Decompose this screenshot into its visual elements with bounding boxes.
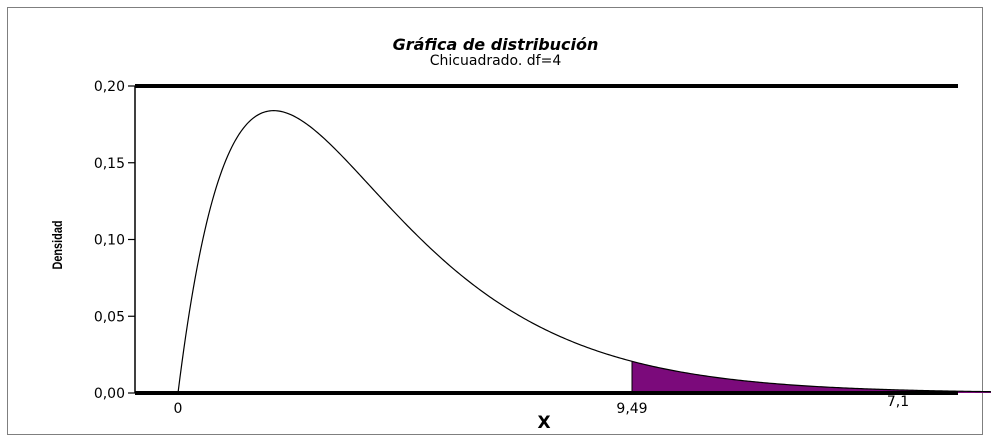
y-tick-label: 0,05 bbox=[94, 309, 125, 325]
x-axis-label: X bbox=[537, 413, 550, 433]
y-tick-label: 0,00 bbox=[94, 386, 125, 402]
shaded-tail-area bbox=[632, 361, 991, 393]
chart-frame bbox=[7, 7, 983, 435]
y-axis-label: Densidad bbox=[50, 220, 66, 269]
x-tick-label-end: 7,1 bbox=[887, 394, 909, 410]
y-tick-label: 0,15 bbox=[94, 156, 125, 172]
x-tick-label-critical: 9,49 bbox=[616, 401, 647, 417]
chart-title: Gráfica de distribución bbox=[392, 35, 599, 54]
density-curve bbox=[177, 110, 991, 394]
y-tick-label: 0,10 bbox=[94, 233, 125, 249]
x-tick-label-zero: 0 bbox=[174, 401, 183, 417]
chart-axes: 0,00 0,05 0,10 0,15 0,20 0 9,49 7,1 bbox=[94, 79, 958, 417]
chart-subtitle: Chicuadrado. df=4 bbox=[429, 53, 562, 69]
chart-marks bbox=[177, 110, 991, 394]
y-tick-label: 0,20 bbox=[94, 79, 125, 95]
